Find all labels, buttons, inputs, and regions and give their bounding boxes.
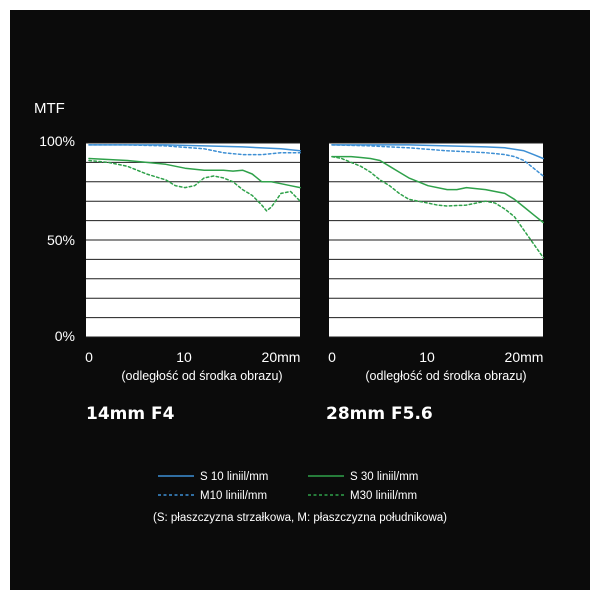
x-axis-title-panel1: (odległość od środka obrazu) [121,369,282,383]
y-tick-label-100: 100% [39,133,75,149]
x-axis-title-panel2: (odległość od środka obrazu) [365,369,526,383]
series-line-s-30-liniil-mm [331,155,544,224]
y-axis-title: MTF [34,100,65,117]
legend-label-s10: S 10 liniil/mm [200,471,268,483]
y-tick-label-50: 50% [47,232,75,248]
series-line-m10-liniil-mm [331,144,544,177]
legend-label-m10: M10 liniil/mm [200,490,267,502]
lens-title-14mm: 14mm F4 [86,404,175,424]
lens-title-28mm: 28mm F5.6 [326,404,433,424]
series-line-m30-liniil-mm [88,159,301,212]
legend: S 10 liniil/mm M10 liniil/mm S 30 liniil… [153,471,447,524]
x-tick-label-20-panel1: 20mm [262,349,301,365]
series-line-s-30-liniil-mm [88,157,301,189]
series-line-m10-liniil-mm [88,144,301,156]
y-tick-label-0: 0% [55,328,75,344]
x-tick-label-10-panel1: 10 [176,349,192,365]
x-tick-label-20-panel2: 20mm [505,349,544,365]
series-line-m30-liniil-mm [331,155,544,259]
x-tick-label-0-panel1: 0 [85,349,93,365]
legend-label-s30: S 30 liniil/mm [350,471,418,483]
legend-note: (S: płaszczyzna strzałkowa, M: płaszczyz… [153,512,447,524]
series-line-s-10-liniil-mm [88,144,301,152]
x-tick-label-0-panel2: 0 [328,349,336,365]
chart-panel-28mm [329,142,544,338]
chart-panel-14mm [86,142,301,338]
series-line-s-10-liniil-mm [331,144,544,160]
legend-label-m30: M30 liniil/mm [350,490,417,502]
x-tick-label-10-panel2: 10 [419,349,435,365]
